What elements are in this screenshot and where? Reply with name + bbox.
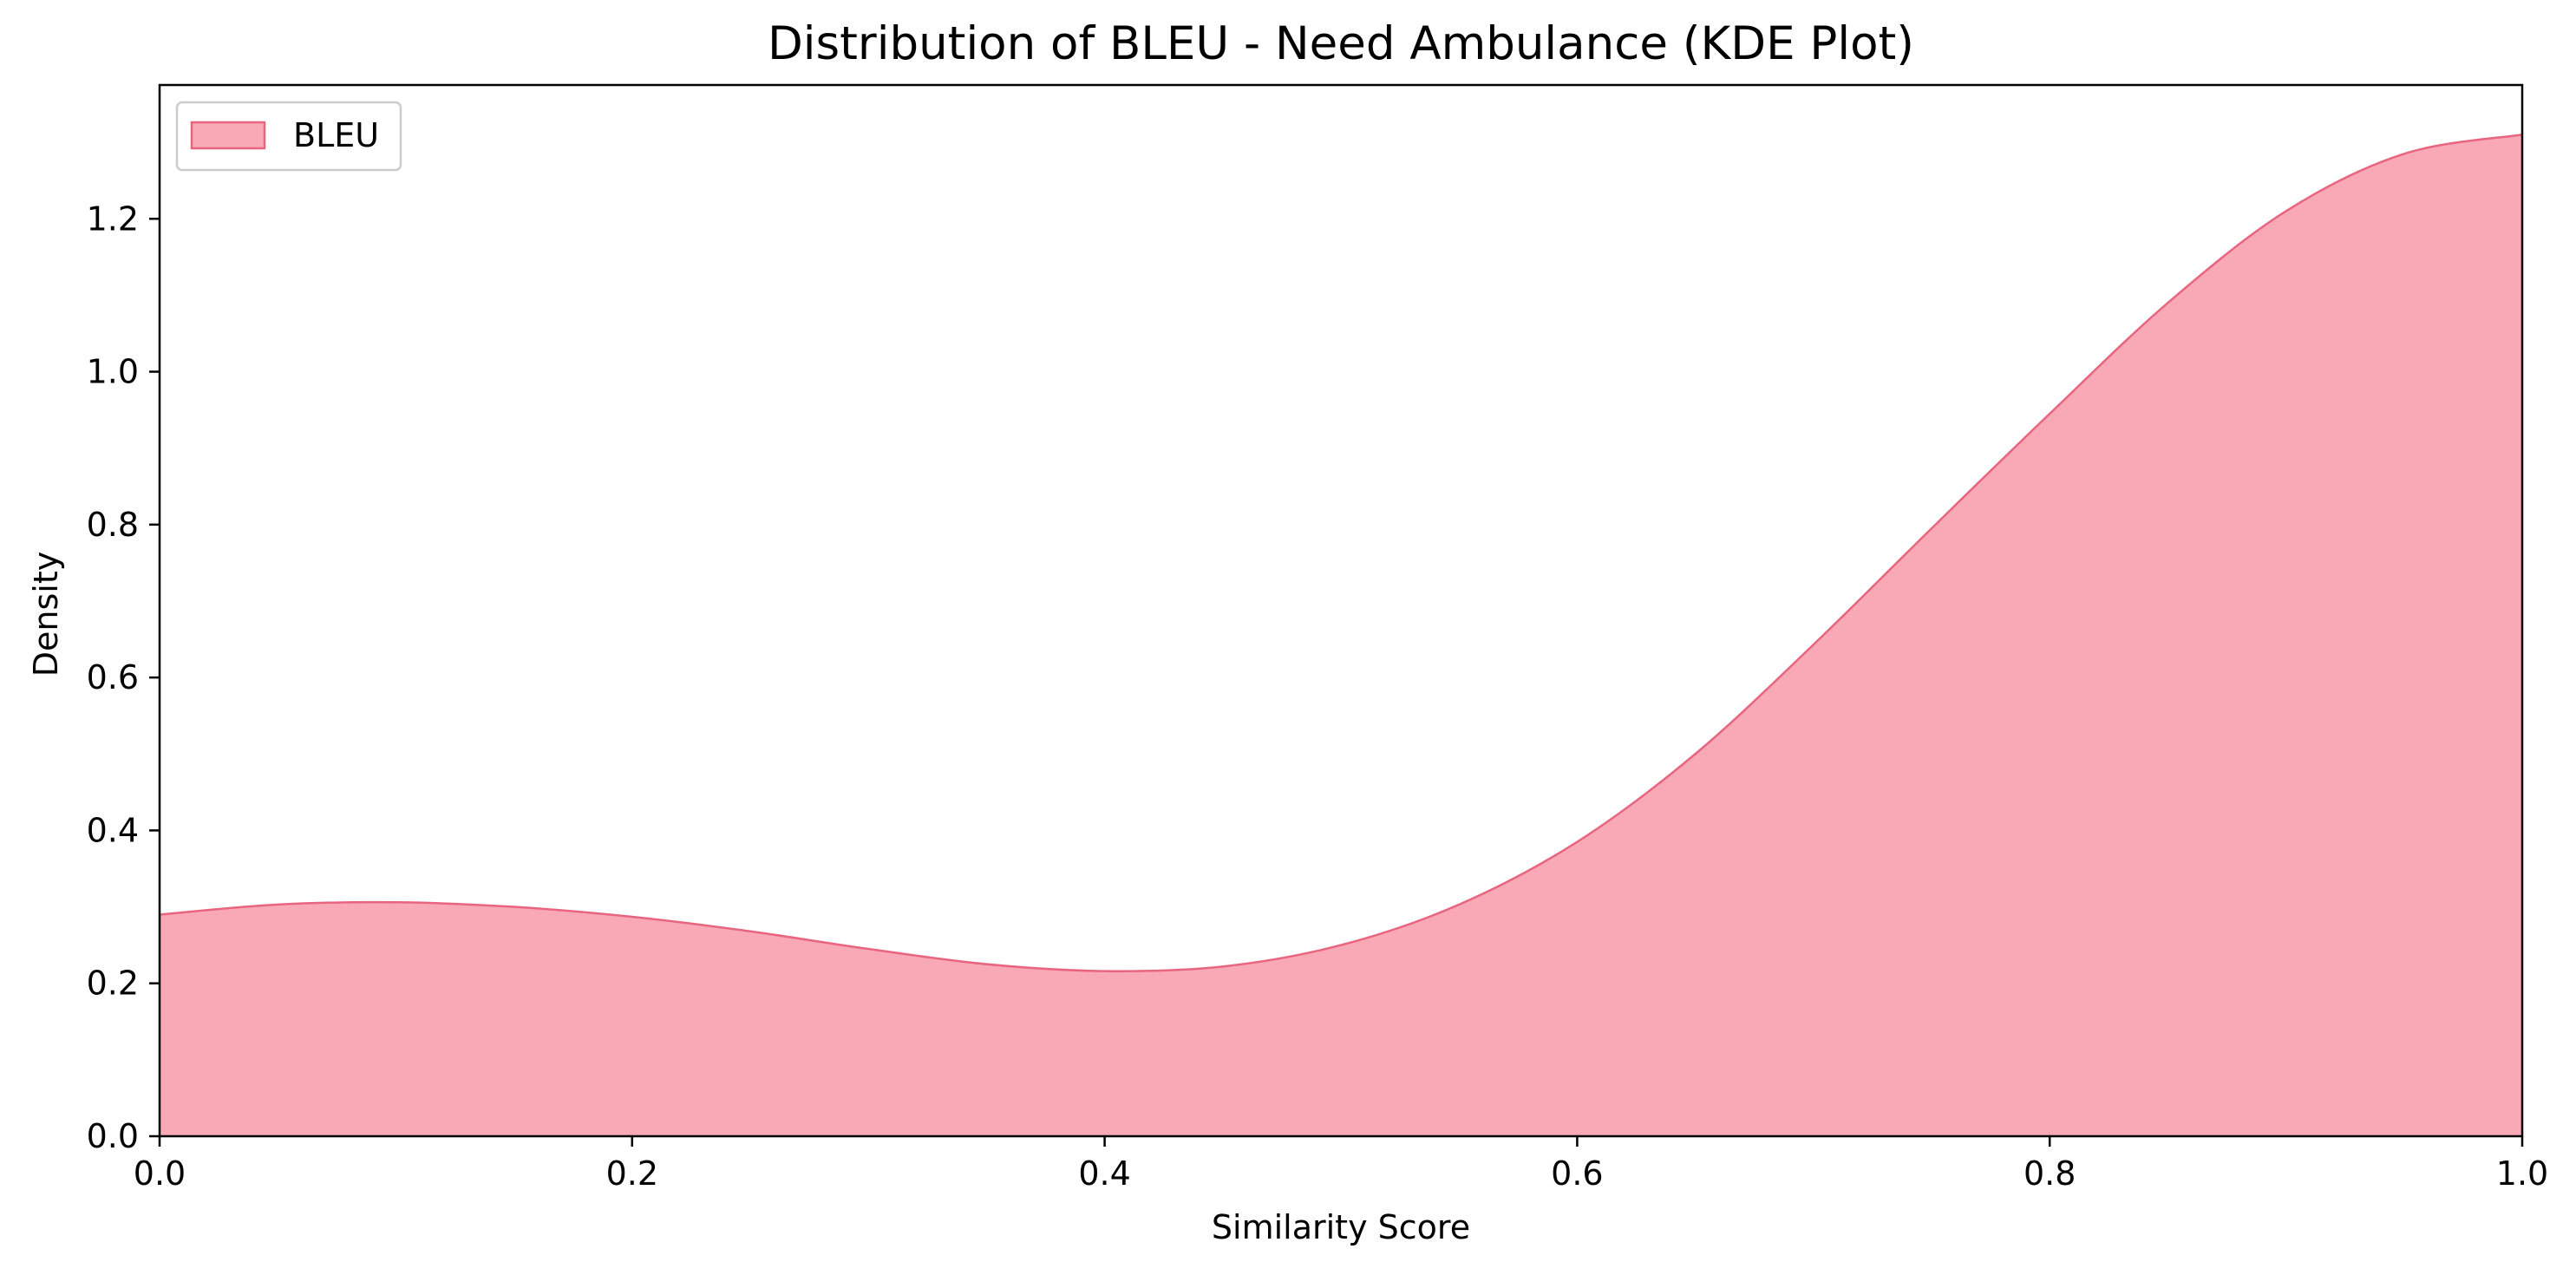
y-axis-label: Density [27, 552, 65, 677]
legend-box [175, 101, 402, 172]
x-tick-label: 0.4 [1078, 1154, 1130, 1193]
y-tick-label: 0.2 [87, 964, 139, 1003]
x-axis-label: Similarity Score [1212, 1208, 1470, 1246]
x-tick-label: 0.2 [606, 1154, 658, 1193]
y-axis-ticks: 0.0 0.2 0.4 0.6 0.8 1.0 1.2 [87, 199, 160, 1155]
y-tick-label: 1.2 [87, 199, 139, 238]
y-tick-label: 0.4 [87, 811, 139, 849]
x-tick-label: 1.0 [2496, 1154, 2548, 1193]
kde-area-fill [160, 134, 2522, 1136]
y-tick-label: 0.6 [87, 658, 139, 696]
x-tick-label: 0.0 [134, 1154, 186, 1193]
axes-frame [158, 83, 2524, 1138]
kde-curve-line [159, 134, 2523, 972]
chart-title: Distribution of BLEU - Need Ambulance (K… [768, 17, 1914, 70]
legend-label-bleu: BLEU [293, 116, 379, 154]
y-tick-label: 0.0 [87, 1117, 139, 1155]
x-tick-label: 0.6 [1551, 1154, 1603, 1193]
y-tick-label: 0.8 [87, 506, 139, 544]
y-tick-label: 1.0 [87, 353, 139, 391]
x-tick-label: 0.8 [2024, 1154, 2076, 1193]
legend: BLEU [175, 101, 402, 172]
x-axis-ticks: 0.0 0.2 0.4 0.6 0.8 1.0 [134, 1136, 2548, 1193]
legend-swatch-bleu [190, 121, 266, 150]
plot-area [159, 134, 2523, 1136]
